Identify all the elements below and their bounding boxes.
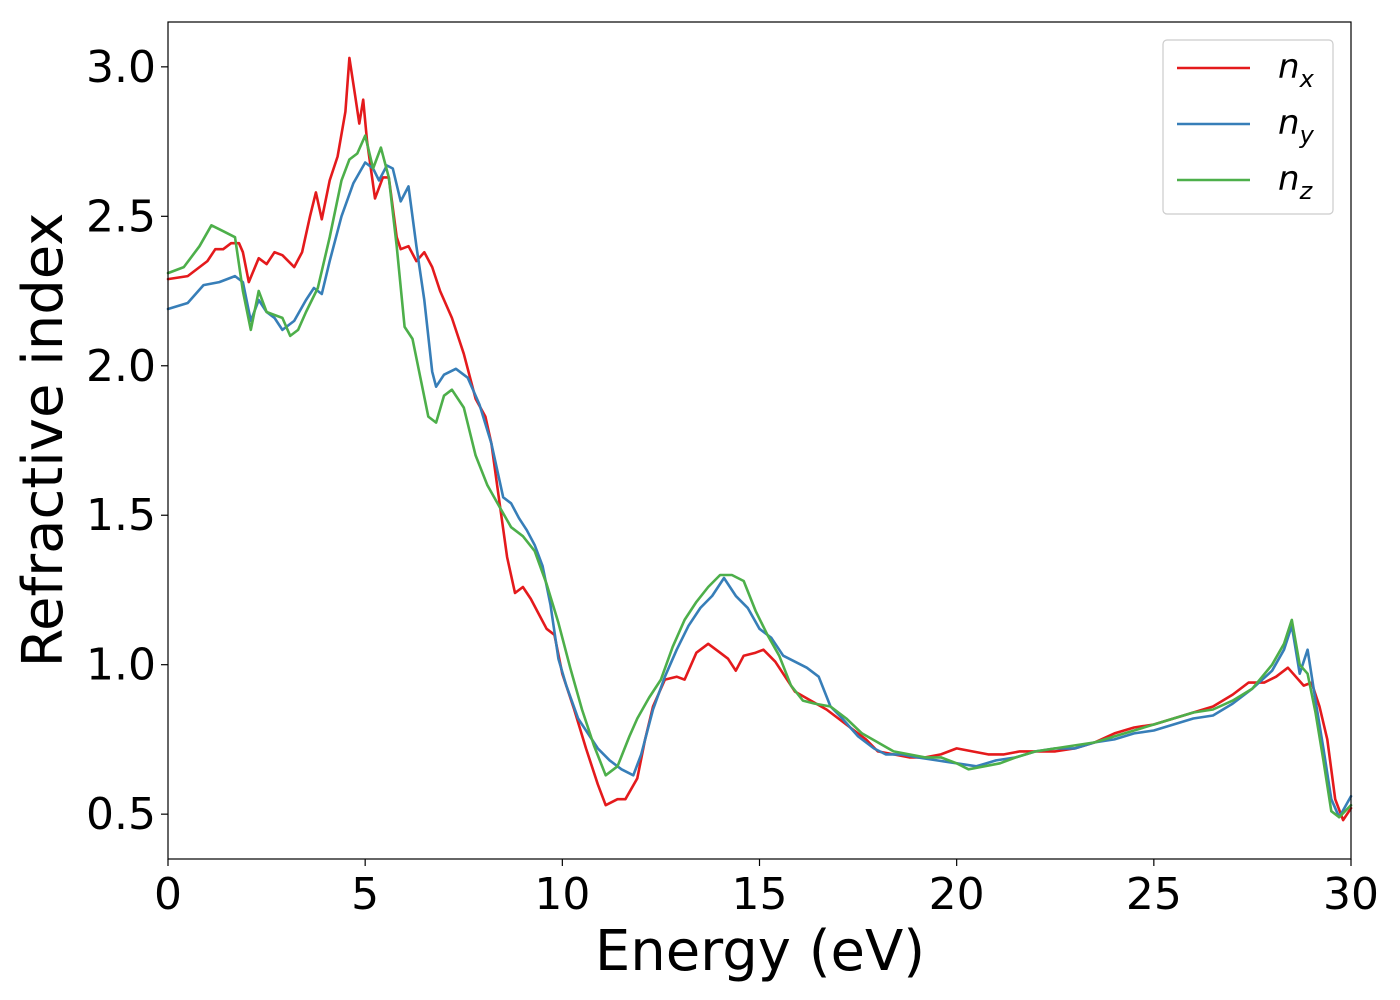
y-tick-label: 1.5 (86, 490, 156, 541)
x-tick-label: 0 (154, 869, 182, 920)
x-tick-label: 20 (929, 869, 985, 920)
legend-label-z: nz (1278, 159, 1314, 205)
y-tick-label: 0.5 (86, 789, 156, 840)
x-tick-label: 30 (1323, 869, 1379, 920)
legend-label-x: nx (1278, 47, 1315, 93)
legend-items: nx ny nz (1177, 47, 1315, 205)
series-line-z (166, 134, 1353, 819)
y-tick-label: 3.0 (86, 42, 156, 93)
series-line-y (166, 161, 1353, 819)
x-tick-label: 5 (351, 869, 379, 920)
tick-layer: 0 5 10 15 20 25 30 0.5 1.0 1.5 2.0 2.5 3.0 (86, 42, 1379, 920)
y-tick-label: 1.0 (86, 640, 156, 691)
x-tick-label: 10 (534, 869, 590, 920)
y-tick-label: 2.0 (86, 341, 156, 392)
legend: nx ny nz (1162, 39, 1334, 215)
legend-box (1162, 39, 1334, 215)
legend-label-y: ny (1278, 103, 1315, 149)
x-tick-label: 25 (1126, 869, 1182, 920)
y-tick-label: 2.5 (86, 191, 156, 242)
series-layer (166, 56, 1353, 822)
x-tick-label: 15 (732, 869, 788, 920)
x-axis-title: Energy (eV) (595, 919, 925, 984)
series-line-x (166, 56, 1353, 822)
y-axis-title: Refractive index (11, 213, 76, 668)
